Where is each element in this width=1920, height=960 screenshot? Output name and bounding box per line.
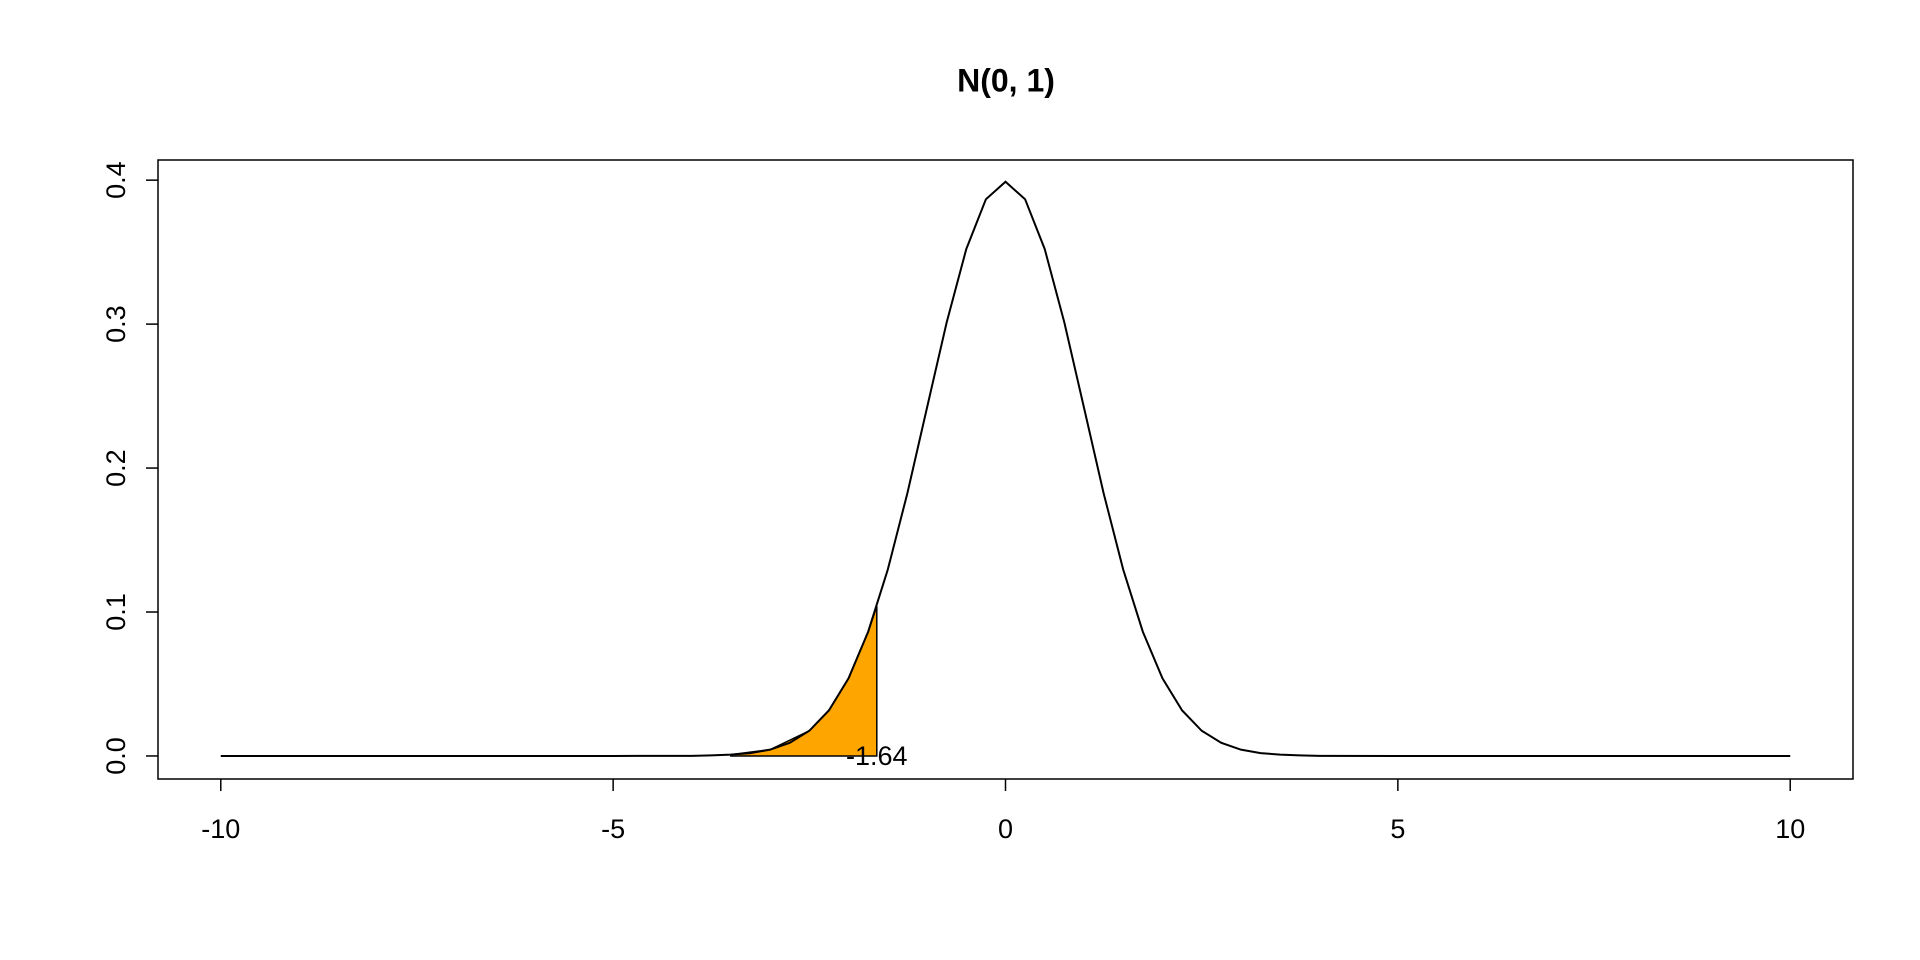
density-line xyxy=(220,180,1791,757)
x-tick-label: 5 xyxy=(1390,814,1405,844)
x-tick-label: -10 xyxy=(201,814,240,844)
y-tick-label: 0.2 xyxy=(101,449,131,487)
y-tick-label: 0.3 xyxy=(101,305,131,343)
y-tick-label: 0.1 xyxy=(101,593,131,631)
y-tick-label: 0.0 xyxy=(101,737,131,775)
x-tick-label: -5 xyxy=(601,814,625,844)
annotation: -1.64 xyxy=(846,741,908,771)
plot-frame xyxy=(157,159,1854,780)
y-tick-label: 0.4 xyxy=(101,161,131,199)
chart-title: N(0, 1) xyxy=(957,62,1055,98)
x-tick-label: 0 xyxy=(998,814,1013,844)
x-tick-label: 10 xyxy=(1775,814,1805,844)
